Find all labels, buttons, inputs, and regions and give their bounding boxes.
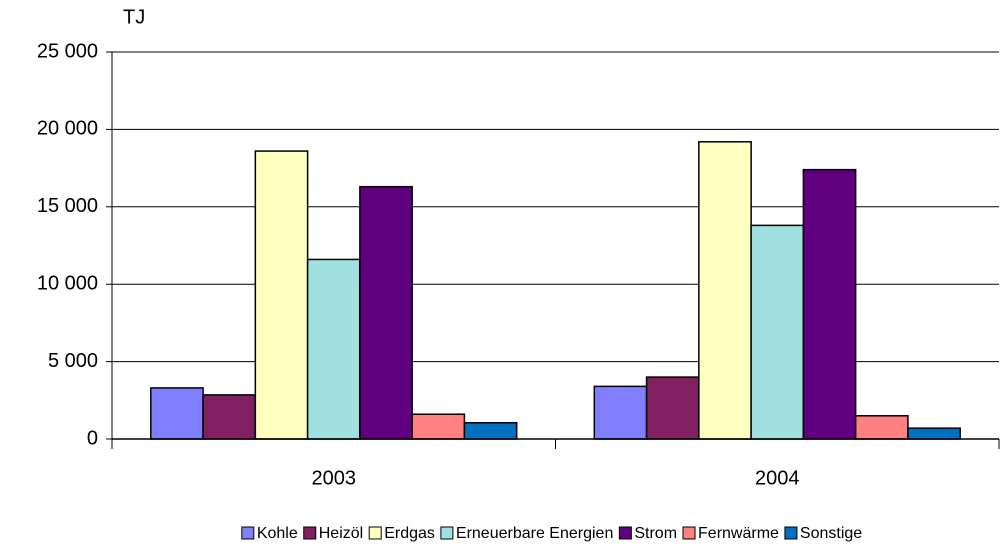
x-tick-label: 2004 <box>755 467 800 489</box>
bar <box>150 387 204 440</box>
legend-label: Kohle <box>257 525 298 542</box>
legend-label: Strom <box>634 525 677 542</box>
legend-swatch <box>241 526 255 540</box>
legend-swatch <box>682 526 696 540</box>
bar <box>411 413 466 440</box>
bar <box>593 385 648 440</box>
legend-swatch <box>440 526 454 540</box>
legend: Kohle Heizöl Erdgas Erneuerbare Energien Str… <box>241 525 862 542</box>
y-tick-label: 25 000 <box>37 40 98 62</box>
legend-label: Fernwärme <box>698 525 779 542</box>
y-tick-label: 15 000 <box>37 195 98 217</box>
y-tick-label: 5 000 <box>48 350 98 372</box>
bar <box>854 415 909 440</box>
legend-swatch <box>618 526 632 540</box>
legend-swatch <box>368 526 382 540</box>
legend-swatch <box>303 526 317 540</box>
bar <box>698 141 752 440</box>
bar <box>750 224 805 440</box>
bar <box>202 394 257 440</box>
legend-label: Erdgas <box>384 525 435 542</box>
y-tick-label: 10 000 <box>37 272 98 294</box>
legend-label: Erneuerbare Energien <box>456 525 613 542</box>
bar <box>359 185 413 440</box>
y-tick-label: 0 <box>87 427 98 449</box>
y-axis-label: TJ <box>123 6 145 28</box>
legend-label: Heizöl <box>319 525 363 542</box>
legend-swatch <box>784 526 798 540</box>
y-tick-label: 20 000 <box>37 118 98 140</box>
bar <box>463 421 518 440</box>
bar <box>306 258 361 440</box>
bar <box>907 427 961 440</box>
x-tick-label: 2003 <box>312 467 357 489</box>
bar <box>645 376 700 440</box>
legend-label: Sonstige <box>800 525 862 542</box>
bar <box>254 150 309 440</box>
bar <box>802 168 857 440</box>
